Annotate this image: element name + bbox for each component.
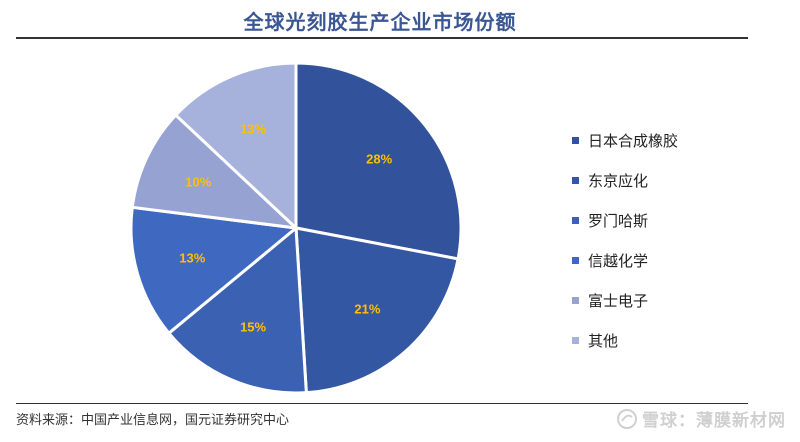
pie-slice [173, 61, 298, 232]
legend-label: 富士电子 [588, 292, 649, 310]
chart-legend: 日本合成橡胶 东京应化罗门哈斯信越化学富士电子其他 [572, 130, 678, 370]
legend-swatch [572, 137, 579, 144]
pie-slice [294, 226, 460, 395]
slice-percent-label: 13% [179, 251, 205, 266]
footer-divider [16, 403, 748, 404]
legend-swatch [572, 177, 579, 184]
legend-item: 日本合成橡胶 [572, 130, 678, 170]
legend-swatch [572, 257, 579, 264]
legend-item: 信越化学 [572, 250, 678, 290]
legend-label: 日本合成橡胶 [588, 132, 679, 150]
source-note: 资料来源：中国产业信息网，国元证券研究中心 [16, 413, 290, 428]
legend-label: 信越化学 [588, 252, 649, 270]
watermark-text: 雪球：薄膜新材网 [642, 411, 786, 431]
legend-swatch [572, 337, 579, 344]
chart-title: 全球光刻胶生产企业市场份额 [243, 10, 517, 34]
slice-percent-label: 10% [185, 175, 211, 190]
legend-item: 富士电子 [572, 290, 678, 330]
pie-slice [130, 112, 301, 231]
pie-slice [166, 224, 308, 395]
legend-swatch [572, 217, 579, 224]
snowball-logo-icon [617, 408, 637, 429]
slice-percent-label: 28% [366, 152, 392, 167]
legend-item: 罗门哈斯 [572, 210, 678, 250]
legend-label: 其他 [588, 332, 619, 350]
pie-slices [129, 61, 463, 395]
slice-percent-label: 21% [354, 302, 380, 317]
legend-swatch [572, 297, 579, 304]
legend-item: 其他 [572, 330, 678, 370]
pie-labels: 28% 21% 15% 13% 10% 13% [179, 121, 392, 334]
legend-item: 东京应化 [572, 170, 678, 210]
slice-percent-label: 15% [240, 320, 266, 335]
legend-label: 东京应化 [588, 172, 649, 190]
pie-slice [294, 61, 463, 261]
watermark: 雪球：薄膜新材网 [616, 406, 786, 431]
title-underline [16, 37, 748, 39]
pie-slice [129, 205, 300, 336]
slice-percent-label: 13% [240, 121, 266, 136]
legend-label: 罗门哈斯 [588, 212, 649, 230]
pie-chart: 28% 21% 15% 13% 10% 13% [129, 61, 463, 395]
